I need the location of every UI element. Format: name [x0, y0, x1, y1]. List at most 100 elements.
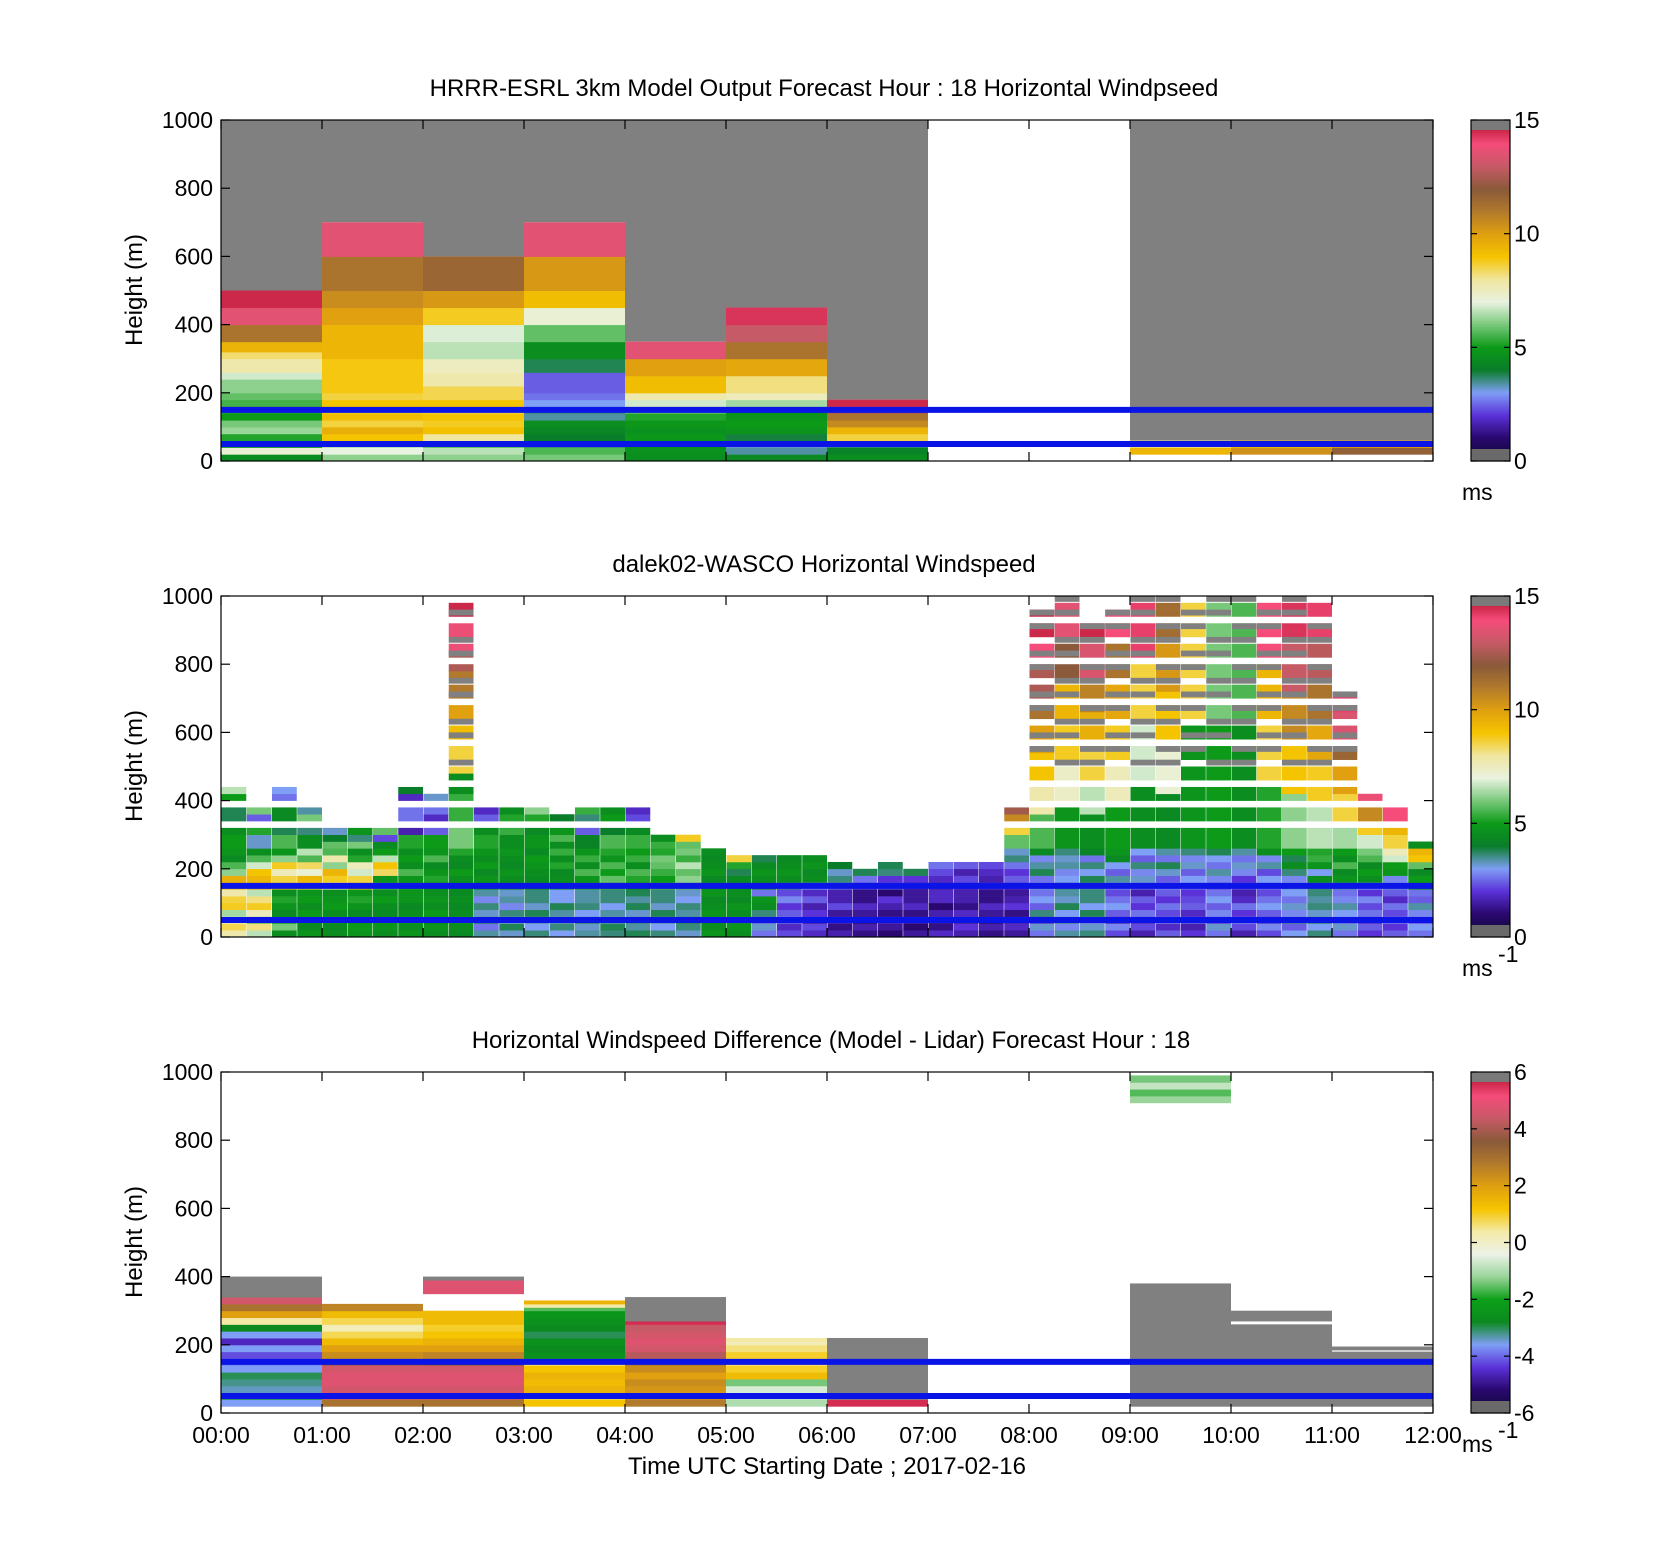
colorbar-swatch [1471, 630, 1510, 633]
heatmap-cell [1307, 923, 1332, 931]
heatmap-cell [1231, 889, 1257, 897]
panel-model-ylabel: Height (m) [121, 234, 148, 346]
colorbar-swatch [1471, 288, 1510, 292]
heatmap-cell [1181, 711, 1206, 720]
heatmap-cell [1282, 671, 1307, 679]
heatmap-cell [272, 875, 297, 883]
heatmap-cell [1307, 711, 1332, 720]
heatmap-cell [1232, 657, 1257, 664]
heatmap-cell [1231, 868, 1257, 876]
heatmap-cell [524, 307, 625, 326]
colorbar-swatch [1471, 638, 1510, 641]
heatmap-cell [1105, 930, 1130, 938]
heatmap-cell [852, 896, 878, 904]
colorbar-swatch [1471, 1088, 1510, 1091]
heatmap-cell [1105, 657, 1130, 664]
heatmap-cell [1105, 827, 1130, 835]
heatmap-cell [1080, 868, 1105, 876]
gray-cell [1231, 759, 1257, 766]
colorbar-swatch [1471, 780, 1510, 784]
heatmap-cell [1105, 739, 1130, 746]
heatmap-cell [1307, 609, 1332, 617]
colorbar-swatch [1471, 144, 1510, 147]
heatmap-cell [398, 801, 423, 808]
colorbar-swatch [1471, 1104, 1510, 1107]
heatmap-cell [1282, 657, 1307, 664]
colorbar-swatch [1471, 838, 1510, 842]
heatmap-cell [1357, 793, 1383, 801]
heatmap-cell [1080, 739, 1105, 746]
heatmap-cell [398, 889, 423, 897]
colorbar-swatch [1471, 440, 1510, 444]
gray-cell [1130, 609, 1156, 616]
heatmap-cell [221, 923, 247, 931]
heatmap-cell [1155, 855, 1181, 863]
colorbar-swatch [1471, 314, 1510, 318]
colorbar-swatch [1471, 340, 1510, 344]
colorbar-swatch [1471, 728, 1510, 731]
colorbar-swatch [1471, 834, 1510, 838]
gray-cell [1332, 120, 1433, 441]
heatmap-cell [246, 834, 272, 842]
heatmap-cell [1257, 637, 1282, 644]
heatmap-cell [221, 413, 322, 421]
heatmap-cell [777, 889, 802, 897]
heatmap-cell [600, 834, 625, 842]
colorbar-swatch [1471, 1390, 1510, 1394]
colorbar-swatch [1471, 616, 1510, 619]
heatmap-cell [1307, 841, 1332, 849]
heatmap-cell [979, 896, 1004, 904]
heatmap-cell [802, 855, 827, 863]
gray-cell [1282, 636, 1307, 643]
heatmap-cell [1333, 739, 1358, 746]
heatmap-cell [221, 1331, 322, 1339]
gray-cell [1206, 718, 1231, 725]
heatmap-cell [221, 814, 247, 822]
heatmap-cell [1383, 909, 1408, 917]
heatmap-cell [221, 1276, 322, 1298]
heatmap-cell [373, 902, 398, 911]
colorbar-swatch [1471, 1396, 1510, 1400]
heatmap-cell [322, 426, 423, 435]
heatmap-cell [625, 420, 726, 428]
heatmap-cell [777, 923, 802, 931]
heatmap-cell [221, 1378, 322, 1387]
colorbar-swatch [1471, 1364, 1510, 1368]
heatmap-cell [1256, 684, 1282, 692]
heatmap-cell [398, 902, 423, 911]
colorbar-swatch [1471, 1142, 1510, 1145]
heatmap-cell [448, 909, 474, 917]
colorbar-swatch [1471, 754, 1510, 758]
heatmap-cell [347, 923, 373, 931]
colorbar-swatch [1471, 1358, 1510, 1362]
colorbar-swatch [1471, 674, 1510, 677]
heatmap-cell [1307, 821, 1332, 828]
heatmap-cell [1130, 923, 1156, 931]
heatmap-cell [1181, 637, 1206, 644]
gray-cell [1054, 759, 1080, 766]
heatmap-cell [600, 868, 625, 876]
colorbar-swatch [1471, 652, 1510, 655]
gray-cell [1155, 759, 1181, 766]
heatmap-cell [1155, 602, 1181, 610]
heatmap-cell [1282, 786, 1307, 795]
colorbar-swatch [1471, 388, 1510, 392]
heatmap-cell [1256, 861, 1282, 870]
heatmap-cell [272, 814, 297, 822]
gray-cell [448, 732, 474, 739]
colorbar-swatch [1471, 1282, 1510, 1286]
heatmap-cell [1156, 821, 1181, 828]
colorbar-swatch [1471, 366, 1510, 370]
heatmap-cell [1231, 855, 1257, 863]
heatmap-cell [575, 896, 600, 904]
heatmap-cell [625, 814, 651, 822]
colorbar-swatch [1471, 836, 1510, 840]
colorbar-swatch [1471, 1146, 1510, 1149]
gray-cell [1206, 650, 1231, 657]
heatmap-cell [1181, 848, 1206, 856]
heatmap-cell [1054, 671, 1080, 679]
heatmap-cell [1004, 902, 1029, 911]
heatmap-cell [322, 290, 423, 309]
panel-model-title: HRRR-ESRL 3km Model Output Forecast Hour… [430, 75, 1219, 102]
heatmap-cell [575, 909, 600, 917]
